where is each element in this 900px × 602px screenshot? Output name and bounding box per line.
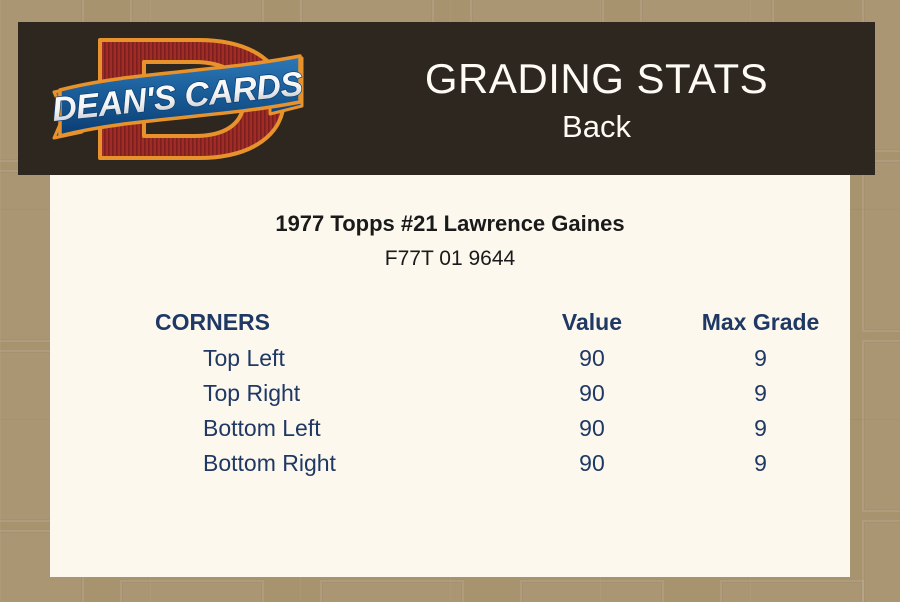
row-label: Bottom Right — [203, 450, 336, 476]
table-header: CORNERS Value Max Grade — [155, 303, 845, 341]
row-max-grade: 9 — [754, 450, 767, 476]
table-row: Top Left 90 9 — [155, 341, 845, 376]
card-title: 1977 Topps #21 Lawrence Gaines — [275, 211, 625, 236]
table-row: Bottom Left 90 9 — [155, 411, 845, 446]
deans-cards-logo[interactable]: DEAN'S CARDS — [48, 28, 313, 170]
row-value: 90 — [579, 380, 605, 406]
header-band: DEAN'S CARDS GRADING STATS Back — [18, 22, 875, 175]
row-label: Top Right — [203, 380, 301, 406]
table-row: Top Right 90 9 — [155, 376, 845, 411]
grading-stats-table: CORNERS Value Max Grade Top Left 90 9 To… — [155, 303, 845, 481]
stats-section-label: CORNERS — [155, 309, 271, 335]
row-max-grade: 9 — [754, 380, 767, 406]
row-value: 90 — [579, 345, 605, 371]
page-title: GRADING STATS — [424, 54, 769, 102]
row-max-grade: 9 — [754, 415, 767, 441]
table-row: Bottom Right 90 9 — [155, 446, 845, 481]
page-subtitle: Back — [562, 108, 631, 144]
column-header-max-grade: Max Grade — [701, 309, 820, 335]
row-max-grade: 9 — [754, 345, 767, 371]
row-value: 90 — [579, 415, 605, 441]
table-body: Top Left 90 9 Top Right 90 9 Bottom Left… — [155, 341, 845, 481]
table-header-row: CORNERS Value Max Grade — [155, 303, 845, 341]
content-panel: 1977 Topps #21 Lawrence Gaines F77T 01 9… — [50, 175, 850, 577]
header-title-group: GRADING STATS Back — [318, 22, 875, 175]
column-header-value: Value — [561, 309, 623, 335]
row-label: Bottom Left — [203, 415, 321, 441]
logo-ribbon-band — [58, 54, 302, 138]
row-label: Top Left — [203, 345, 285, 371]
row-value: 90 — [579, 450, 605, 476]
card-serial-number: F77T 01 9644 — [384, 247, 516, 270]
